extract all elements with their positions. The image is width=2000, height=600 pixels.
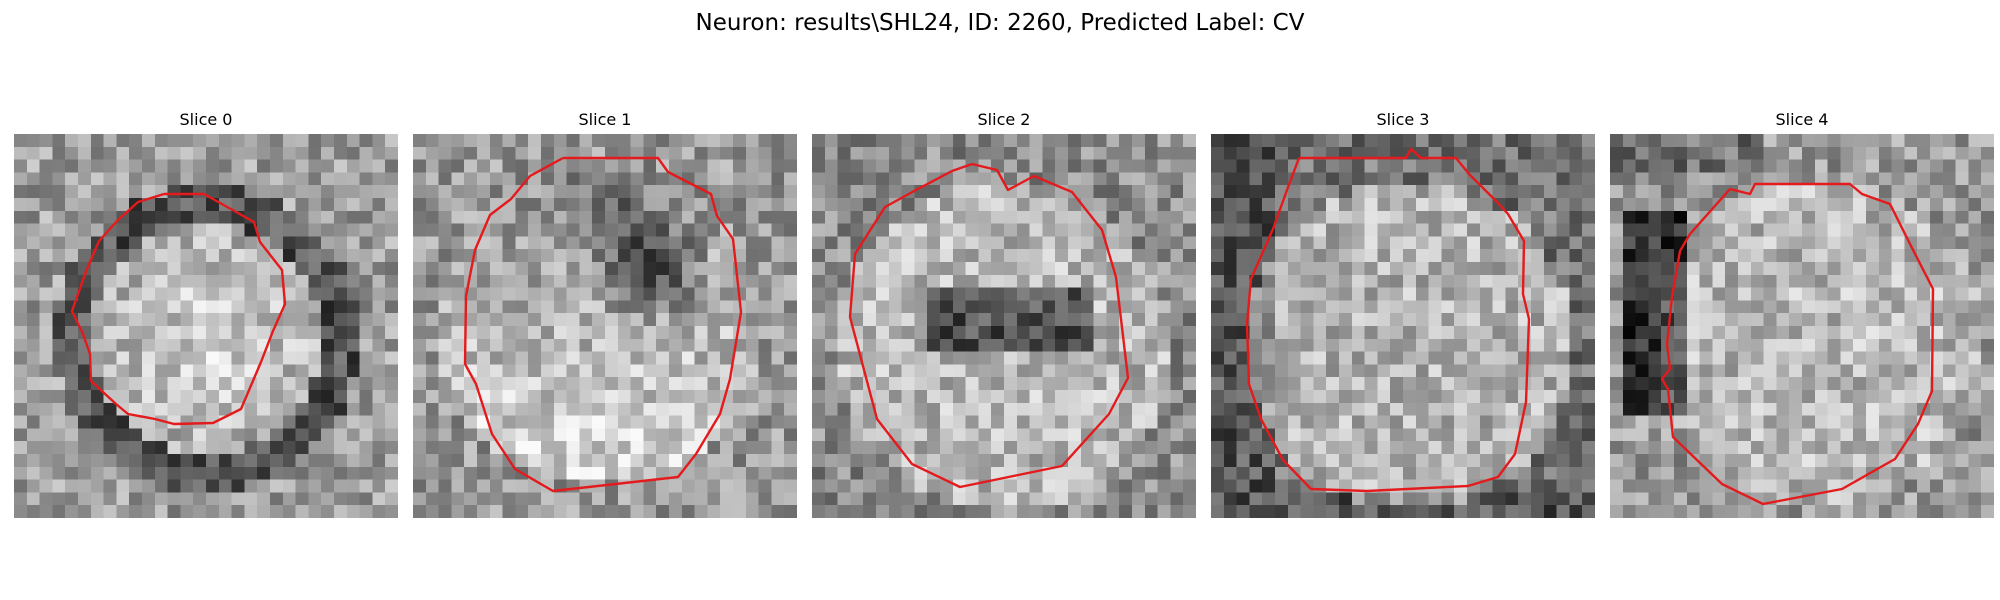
neuron-contour	[1660, 182, 1935, 506]
slice-image	[413, 134, 797, 518]
slice-panel-3: Slice 3	[1211, 108, 1595, 518]
slice-image	[812, 134, 1196, 518]
slice-image	[14, 134, 398, 518]
slice-panel-0: Slice 0	[14, 108, 398, 518]
contour-overlay	[1245, 147, 1531, 493]
slice-title: Slice 2	[977, 110, 1031, 129]
slice-panel-4: Slice 4	[1610, 108, 1994, 518]
slice-title: Slice 1	[578, 110, 632, 129]
slice-panel-1: Slice 1	[413, 108, 797, 518]
slice-title: Slice 3	[1376, 110, 1430, 129]
slice-image	[1211, 134, 1595, 518]
neuron-contour	[1245, 147, 1531, 493]
grayscale-image	[1211, 134, 1595, 518]
grayscale-image	[1610, 134, 1994, 518]
grayscale-image	[413, 134, 797, 518]
contour-overlay	[463, 156, 743, 493]
neuron-contour	[848, 162, 1130, 489]
slice-title: Slice 4	[1775, 110, 1829, 129]
neuron-contour	[70, 192, 287, 426]
contour-overlay	[70, 192, 287, 426]
grayscale-image	[812, 134, 1196, 518]
neuron-contour	[463, 156, 743, 493]
slice-image	[1610, 134, 1994, 518]
figure-title: Neuron: results\SHL24, ID: 2260, Predict…	[695, 10, 1305, 36]
contour-overlay	[848, 162, 1130, 489]
slice-panel-2: Slice 2	[812, 108, 1196, 518]
slice-title: Slice 0	[179, 110, 233, 129]
contour-overlay	[1660, 182, 1935, 506]
